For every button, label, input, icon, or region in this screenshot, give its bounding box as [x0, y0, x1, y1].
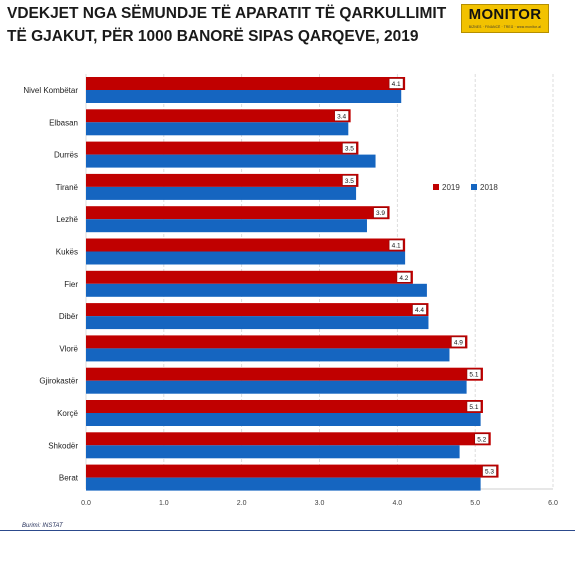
- category-label: Elbasan: [49, 118, 78, 127]
- bar-2019: [86, 432, 491, 446]
- legend-label: 2018: [480, 183, 498, 192]
- category-label: Berat: [59, 474, 79, 483]
- logo-tagline: BIZNES · FINANCË · TREG · www.monitor.al: [468, 25, 542, 29]
- data-label-box: [451, 336, 466, 348]
- source-note: Burimi: INSTAT: [22, 523, 63, 529]
- bar-2019: [86, 270, 413, 284]
- x-tick-label: 4.0: [392, 500, 402, 507]
- category-label: Gjirokastër: [39, 377, 78, 386]
- category-label: Nivel Kombëtar: [23, 86, 78, 95]
- category-label: Durrës: [54, 151, 78, 160]
- bar-2018: [86, 445, 460, 459]
- data-label: 3.9: [376, 210, 385, 217]
- bar-2019: [86, 464, 499, 478]
- category-label: Korçë: [57, 409, 78, 418]
- bar-2018: [86, 283, 427, 297]
- data-label-box: [466, 401, 482, 412]
- data-labels: 4.1 3.4 3.5 3.5 3.9 4.1 4.2 4.4 4.9 5.1 5.1 5.2 5.3: [334, 78, 497, 477]
- data-label-box: [342, 175, 357, 186]
- data-label-box: [474, 433, 490, 445]
- data-label-box: [482, 465, 497, 477]
- chart-title: VDEKJET NGA SËMUNDJE TË APARATIT TË QARK…: [7, 5, 447, 45]
- data-label: 4.9: [454, 339, 463, 346]
- x-tick-label: 3.0: [315, 500, 325, 507]
- data-label-box: [396, 271, 412, 283]
- bar-2018: [86, 90, 402, 103]
- logo-text: MONITOR: [468, 6, 542, 23]
- data-label-box: [373, 207, 388, 218]
- legend-swatch: [471, 184, 477, 190]
- category-label: Vlorë: [59, 344, 78, 353]
- data-label: 3.5: [345, 146, 354, 153]
- data-label: 3.5: [345, 178, 354, 185]
- category-label: Tiranë: [56, 183, 79, 192]
- source-divider: [0, 530, 575, 531]
- bar-2018: [86, 251, 406, 265]
- bar-2019: [86, 141, 359, 155]
- x-axis-ticks: 0.0 1.0 2.0 3.0 4.0 5.0 6.0: [81, 500, 558, 507]
- category-label: Fier: [64, 280, 78, 289]
- data-label: 5.2: [477, 436, 486, 443]
- bar-2018: [86, 219, 367, 233]
- bar-2018: [86, 477, 481, 491]
- bar-2018: [86, 154, 376, 168]
- x-tick-label: 2.0: [237, 500, 247, 507]
- x-tick-label: 0.0: [81, 500, 91, 507]
- data-label: 5.1: [469, 372, 478, 379]
- data-label-box: [412, 304, 427, 315]
- bar-2019: [86, 400, 483, 413]
- bar-2018: [86, 122, 349, 136]
- data-label: 4.2: [399, 275, 408, 282]
- category-labels: Nivel Kombëtar Elbasan Durrës Tiranë Lezhë Ku…: [23, 86, 78, 483]
- x-tick-label: 6.0: [548, 500, 558, 507]
- category-label: Dibër: [59, 312, 78, 321]
- legend: 2019 2018: [433, 183, 498, 192]
- bar-2019: [86, 303, 429, 317]
- x-tick-label: 5.0: [470, 500, 480, 507]
- bar-2019: [86, 335, 468, 349]
- category-label: Kukës: [56, 248, 78, 257]
- data-label: 4.4: [415, 307, 424, 314]
- data-label: 4.1: [392, 243, 401, 250]
- data-label-box: [334, 110, 349, 122]
- bar-2018: [86, 186, 357, 200]
- category-label: Shkodër: [48, 441, 78, 450]
- bar-2018: [86, 380, 467, 394]
- data-label: 5.3: [485, 469, 494, 476]
- data-label-box: [388, 78, 404, 89]
- bar-2019: [86, 238, 406, 252]
- data-label: 4.1: [392, 81, 401, 88]
- data-label-box: [466, 368, 482, 380]
- legend-label: 2019: [442, 183, 460, 192]
- monitor-logo: MONITOR BIZNES · FINANCË · TREG · www.mo…: [461, 4, 549, 33]
- data-label: 3.4: [337, 113, 346, 120]
- data-label: 5.1: [469, 404, 478, 411]
- legend-swatch: [433, 184, 439, 190]
- bar-2018: [86, 413, 481, 426]
- x-tick-label: 1.0: [159, 500, 169, 507]
- bar-2019: [86, 173, 359, 187]
- bar-2019: [86, 367, 483, 381]
- data-label-box: [388, 239, 404, 251]
- bars: [86, 77, 499, 491]
- bar-2019: [86, 77, 406, 90]
- bar-2019: [86, 109, 351, 123]
- category-label: Lezhë: [56, 215, 78, 224]
- data-label-box: [342, 142, 357, 154]
- bar-2019: [86, 206, 390, 220]
- bar-2018: [86, 348, 450, 362]
- bar-2018: [86, 316, 429, 330]
